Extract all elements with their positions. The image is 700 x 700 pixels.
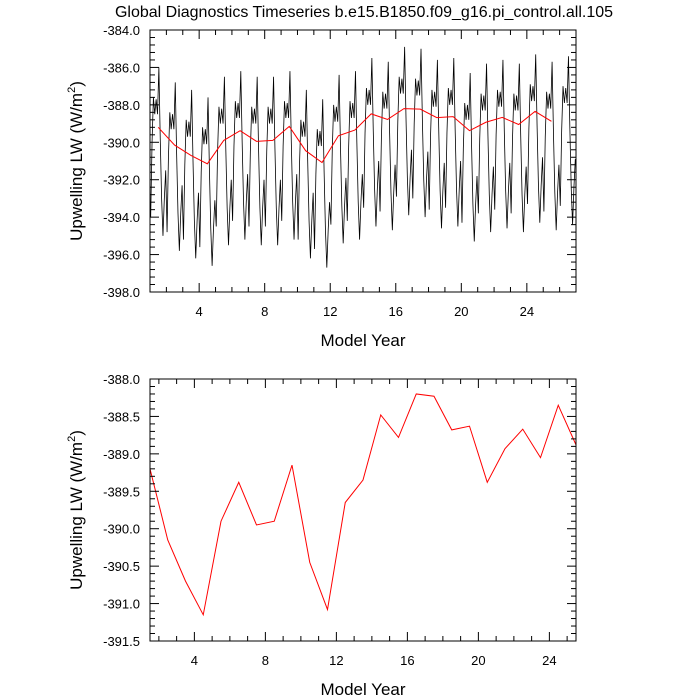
top-x-tick-label: 16 (389, 304, 403, 319)
top-y-tick-label: -386.0 (103, 60, 140, 75)
bottom-x-tick-label: 8 (262, 653, 269, 668)
bottom-y-label-close: ) (67, 430, 86, 436)
top-x-axis-label: Model Year (320, 331, 405, 350)
top-x-tick-label: 8 (261, 304, 268, 319)
bottom-panel: 4 8 12 16 20 24 -391.5 -391.0 -390.5 -390.0 -389.5… (66, 372, 577, 699)
top-y-tick-label: -388.0 (103, 98, 140, 113)
top-x-tick-label: 24 (520, 304, 534, 319)
bottom-y-tick-label: -391.0 (103, 597, 140, 612)
top-y-tick-label: -398.0 (103, 285, 140, 300)
bottom-plot-frame (149, 378, 577, 642)
bottom-x-axis-label: Model Year (320, 680, 405, 699)
bottom-y-label-sup: 2 (66, 436, 78, 442)
top-y-tick-label: -396.0 (103, 248, 140, 263)
top-x-tick-label: 12 (323, 304, 337, 319)
bottom-series-layer (149, 393, 577, 617)
bottom-y-tick-label: -388.0 (103, 372, 140, 387)
bottom-y-label-main: Upwelling LW (W/m (67, 442, 86, 590)
top-y-tick-label: -390.0 (103, 135, 140, 150)
bottom-y-tick-label: -389.0 (103, 447, 140, 462)
bottom-y-tick-label: -389.5 (103, 484, 140, 499)
top-x-tick-label: 20 (454, 304, 468, 319)
bottom-y-tick-label: -388.5 (103, 409, 140, 424)
top-series-annual-mean-line (157, 108, 552, 165)
bottom-x-tick-label: 4 (191, 653, 198, 668)
top-series-monthly-line (150, 46, 576, 268)
chart-title: Global Diagnostics Timeseries b.e15.B185… (115, 4, 613, 21)
bottom-y-tick-label: -390.0 (103, 522, 140, 537)
top-y-tick-label: -392.0 (103, 173, 140, 188)
bottom-x-tick-label: 20 (471, 653, 485, 668)
top-tick-layer: 4 8 12 16 20 24 -398.0 -396.0 -394.0 -392.0 -390.0… (103, 23, 577, 319)
bottom-x-tick-label: 24 (542, 653, 556, 668)
top-panel: 4 8 12 16 20 24 -398.0 -396.0 -394.0 -392.0 -390.0… (66, 23, 577, 350)
top-y-axis-label: Upwelling LW (W/m2) (66, 81, 86, 241)
top-series-layer (150, 46, 576, 268)
top-y-label-main: Upwelling LW (W/m (67, 93, 86, 241)
top-y-label-close: ) (67, 81, 86, 87)
bottom-tick-layer: 4 8 12 16 20 24 -391.5 -391.0 -390.5 -390.0 -389.5… (103, 372, 576, 668)
bottom-y-axis-label: Upwelling LW (W/m2) (66, 430, 86, 590)
bottom-series-annual-mean-line (149, 393, 577, 617)
top-y-label-sup: 2 (66, 87, 78, 93)
top-y-tick-label: -384.0 (103, 23, 140, 38)
top-x-tick-label: 4 (196, 304, 203, 319)
top-y-tick-label: -394.0 (103, 210, 140, 225)
bottom-y-tick-label: -391.5 (103, 634, 140, 649)
bottom-x-tick-label: 16 (400, 653, 414, 668)
bottom-y-tick-label: -390.5 (103, 559, 140, 574)
bottom-x-tick-label: 12 (329, 653, 343, 668)
